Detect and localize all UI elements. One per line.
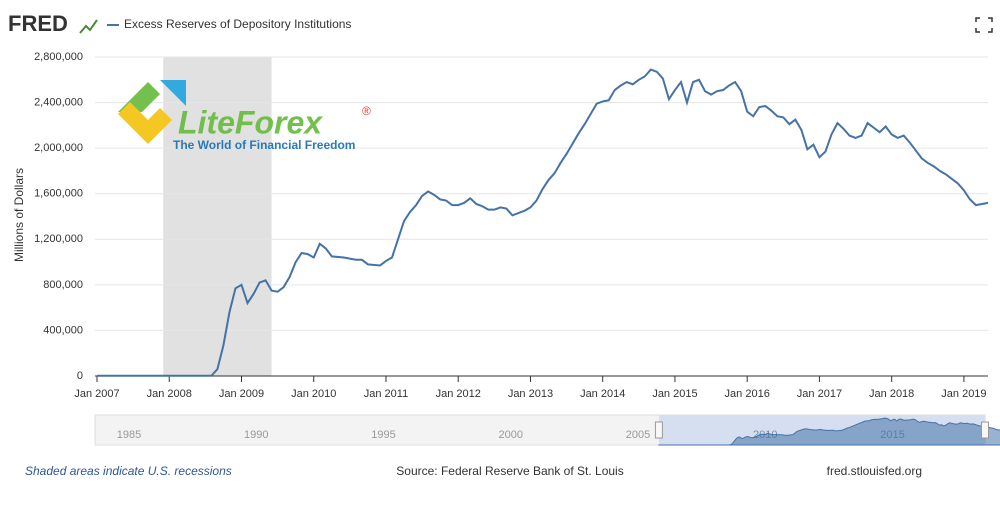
navigator-label: 1995 <box>371 429 395 441</box>
navigator-label: 2000 <box>499 429 523 441</box>
watermark-mark: ® <box>362 104 371 118</box>
x-tick-label: Jan 2007 <box>74 388 119 400</box>
navigator-area <box>658 417 1000 446</box>
navigator-label: 1990 <box>244 429 268 441</box>
x-tick-label: Jan 2016 <box>725 388 770 400</box>
logo-shape <box>160 80 186 106</box>
logo-shape <box>118 102 172 144</box>
y-axis-label: Millions of Dollars <box>12 168 26 262</box>
y-tick-label: 2,400,000 <box>34 96 83 108</box>
legend-label: Excess Reserves of Depository Institutio… <box>124 17 351 31</box>
x-tick-label: Jan 2013 <box>508 388 553 400</box>
x-tick-label: Jan 2008 <box>147 388 192 400</box>
y-tick-label: 1,200,000 <box>34 233 83 245</box>
brand: FRED <box>8 11 68 36</box>
navigator-handle[interactable] <box>981 421 989 439</box>
x-tick-label: Jan 2009 <box>219 388 264 400</box>
x-tick-label: Jan 2015 <box>652 388 697 400</box>
footer-note: Shaded areas indicate U.S. recessions <box>25 464 232 478</box>
navigator: 1985199019952000200520102015 <box>94 414 1000 446</box>
watermark-tagline: The World of Financial Freedom <box>173 138 355 152</box>
footer-source: Source: Federal Reserve Bank of St. Loui… <box>396 464 623 478</box>
footer-site: fred.stlouisfed.org <box>827 464 922 478</box>
plot: 0 400,000 800,000 1,200,000 1,600,000 2,000,0… <box>34 51 989 400</box>
brand-icon <box>79 19 98 34</box>
navigator-handle[interactable] <box>654 421 663 439</box>
navigator-label: 1985 <box>117 429 141 441</box>
y-tick-label: 0 <box>77 370 83 382</box>
x-tick-label: Jan 2010 <box>291 388 336 400</box>
recession-shade <box>163 57 272 376</box>
y-tick-label: 2,800,000 <box>34 51 83 63</box>
x-tick-label: Jan 2017 <box>797 388 842 400</box>
watermark-name: LiteForex <box>178 104 323 140</box>
x-tick-label: Jan 2019 <box>941 388 986 400</box>
x-tick-label: Jan 2011 <box>364 388 408 400</box>
x-tick-label: Jan 2014 <box>580 388 625 400</box>
y-tick-label: 800,000 <box>43 279 83 291</box>
x-tick-label: Jan 2012 <box>436 388 481 400</box>
y-tick-label: 400,000 <box>43 324 83 336</box>
series-line <box>97 68 989 377</box>
watermark: LiteForex ® The World of Financial Freed… <box>118 80 371 152</box>
x-tick-label: Jan 2018 <box>869 388 914 400</box>
fullscreen-icon[interactable] <box>975 17 993 33</box>
y-tick-label: 1,600,000 <box>34 188 83 200</box>
y-tick-label: 2,000,000 <box>34 142 83 154</box>
navigator-label: 2005 <box>626 429 650 441</box>
